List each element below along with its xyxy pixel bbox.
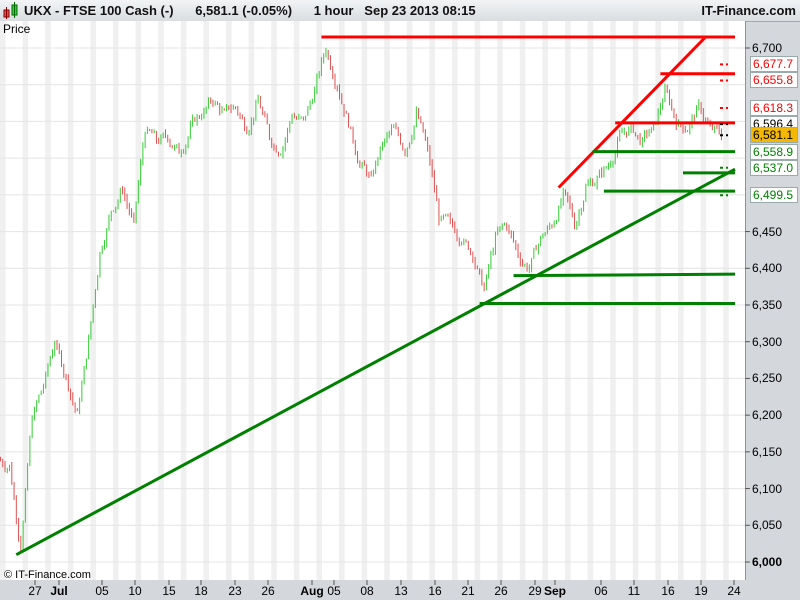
day-band [655,21,661,580]
day-band [271,21,277,580]
day-band [587,21,594,580]
day-band [90,21,96,580]
x-tick-label: Sep [543,584,567,598]
price-level-box: 6,581.1 [750,127,798,144]
day-band [452,21,458,580]
x-tick-label: 11 [627,584,641,598]
x-tick-label: 16 [661,584,675,598]
chart-header: UKX - FTSE 100 Cash (-) 6,581.1 (-0.05%)… [0,0,800,22]
interval: 1 hour [313,3,354,18]
day-band [474,21,481,580]
symbol: UKX - FTSE 100 Cash (-) [24,3,174,18]
price-level-box: 6,655.8 [750,72,798,89]
day-band [67,21,74,580]
x-tick-label: 19 [694,584,708,598]
day-band [158,21,164,580]
day-band [226,21,232,580]
day-band [632,21,639,580]
price-level-box: 6,677.7 [750,56,798,73]
x-tick-label: 10 [128,584,142,598]
x-tick-label: 18 [194,584,208,598]
x-tick-label: 08 [360,584,374,598]
trendline [513,272,736,278]
x-tick-label: 16 [428,584,442,598]
x-tick-label: 05 [95,584,109,598]
price-level-box: 6,499.5 [750,187,798,204]
day-band [135,21,142,580]
y-tick-label: 6,300 [752,334,783,349]
x-tick-label: 21 [461,584,475,598]
plot-area[interactable] [0,21,746,580]
price-level-box: 6,618.3 [750,99,798,116]
y-tick-label: 6,050 [752,518,783,533]
copyright: © IT-Finance.com [4,569,91,581]
trendline [557,35,707,189]
x-tick-label: 15 [162,584,176,598]
day-band [113,21,119,580]
day-band [429,21,435,580]
y-tick-label: 6,350 [752,298,783,312]
x-tick-label: 26 [261,584,275,598]
day-band [565,21,571,580]
day-band [203,21,209,580]
day-band [497,21,503,580]
y-tick-label: 6,200 [752,408,783,423]
price-level-box: 6,558.9 [750,143,798,160]
x-tick-label: 13 [394,584,408,598]
y-tick-label: 6,450 [752,224,783,239]
x-tick-label: Aug [300,584,324,598]
day-band [700,21,707,580]
day-band [361,21,368,580]
y-tick-label: 6,400 [752,261,783,276]
day-band [293,21,300,580]
day-band [180,21,187,580]
y-tick-label: 6,150 [752,444,783,459]
trendline [15,167,736,556]
site-name: IT-Finance.com [701,3,796,18]
x-tick-label: 27 [28,584,42,598]
x-tick-label: 05 [327,584,341,598]
x-tick-label: 26 [494,584,508,598]
day-band [519,21,526,580]
x-tick-label: 23 [228,584,242,598]
x-tick-label: 24 [727,584,741,598]
day-band [339,21,345,580]
day-band [384,21,390,580]
day-band [610,21,616,580]
day-band [316,21,322,580]
x-tick-label: Jul [50,584,68,598]
y-tick-label: 6,700 [752,41,783,55]
day-band [542,21,548,580]
x-tick-label: 29 [528,584,542,598]
day-band [22,21,29,580]
day-band [406,21,413,580]
datetime: Sep 23 2013 08:15 [364,3,476,18]
last-price: 6,581.1 (-0.05%) [195,3,293,18]
price-label: Price [3,22,31,36]
y-tick-label: 6,250 [752,371,783,386]
day-band [678,21,684,580]
candlestick-logo-icon [3,2,18,19]
day-band [723,21,729,580]
price-level-box: 6,537.0 [750,159,798,176]
y-tick-label: 6,000 [752,555,783,569]
x-tick-label: 06 [594,584,608,598]
day-band [248,21,255,580]
day-band [0,21,6,580]
y-tick-label: 6,100 [752,481,783,496]
day-band [45,21,51,580]
chart-title: UKX - FTSE 100 Cash (-) 6,581.1 (-0.05%)… [24,3,476,18]
